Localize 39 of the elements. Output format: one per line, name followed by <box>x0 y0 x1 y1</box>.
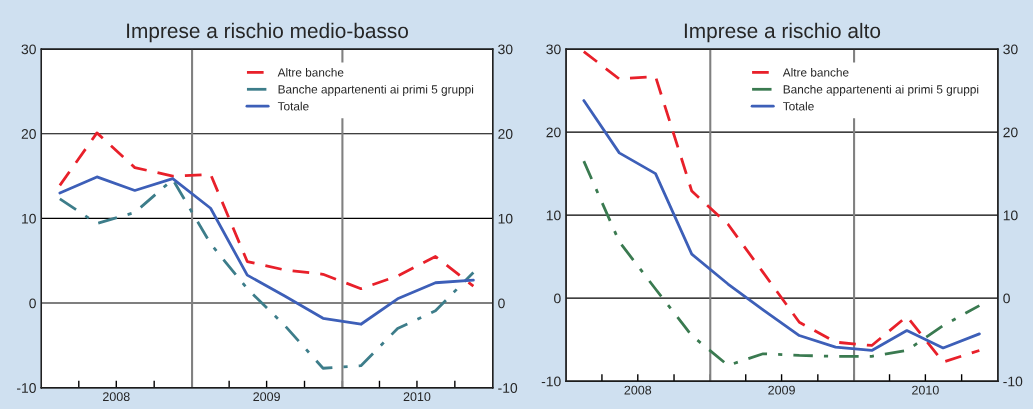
line-series <box>582 99 981 352</box>
y2-tick-label: 30 <box>498 44 513 55</box>
x-tick-label: 2010 <box>912 385 939 395</box>
chart-title: Imprese a rischio alto <box>684 22 881 43</box>
legend-label: Banche appartenenti ai primi 5 gruppi <box>278 84 474 96</box>
x-tick-label: 2008 <box>103 392 130 402</box>
y-tick-label: 10 <box>546 210 561 221</box>
y2-tick-label: 20 <box>498 129 513 139</box>
y-tick-label: 20 <box>546 127 561 138</box>
y-tick-label: 20 <box>21 129 36 139</box>
y-tick-label: 0 <box>29 298 36 309</box>
y2-tick-label: -10 <box>1003 376 1023 387</box>
y-tick-label: -10 <box>541 376 561 387</box>
y2-tick-label: 20 <box>1003 127 1018 138</box>
line-series <box>582 159 981 367</box>
x-tick-label: 2008 <box>624 385 652 395</box>
legend-label: Totale <box>783 101 814 111</box>
y2-tick-label: 10 <box>1003 210 1018 221</box>
y2-tick-label: 0 <box>1003 293 1010 304</box>
line-series <box>58 131 475 291</box>
chart-title: Imprese a rischio medio-basso <box>127 22 409 43</box>
y2-tick-label: -10 <box>498 383 518 393</box>
y-tick-label: 30 <box>546 44 561 55</box>
legend-label: Altre banche <box>277 67 344 77</box>
y-tick-label: 30 <box>21 44 36 55</box>
y-tick-label: -10 <box>17 383 36 393</box>
y2-tick-label: 10 <box>498 213 513 224</box>
line-series <box>58 175 475 326</box>
x-tick-label: 2009 <box>768 385 795 395</box>
y2-tick-label: 0 <box>498 298 505 309</box>
x-tick-label: 2010 <box>403 392 431 402</box>
y-tick-label: 10 <box>22 213 36 224</box>
y-tick-label: 0 <box>554 293 561 304</box>
legend-label: Altre banche <box>782 67 849 77</box>
y2-tick-label: 30 <box>1003 44 1018 55</box>
legend-label: Totale <box>277 101 309 111</box>
legend-label: Banche appartenenti ai primi 5 gruppi <box>783 84 979 96</box>
x-tick-label: 2009 <box>253 392 280 402</box>
line-series <box>582 50 981 364</box>
